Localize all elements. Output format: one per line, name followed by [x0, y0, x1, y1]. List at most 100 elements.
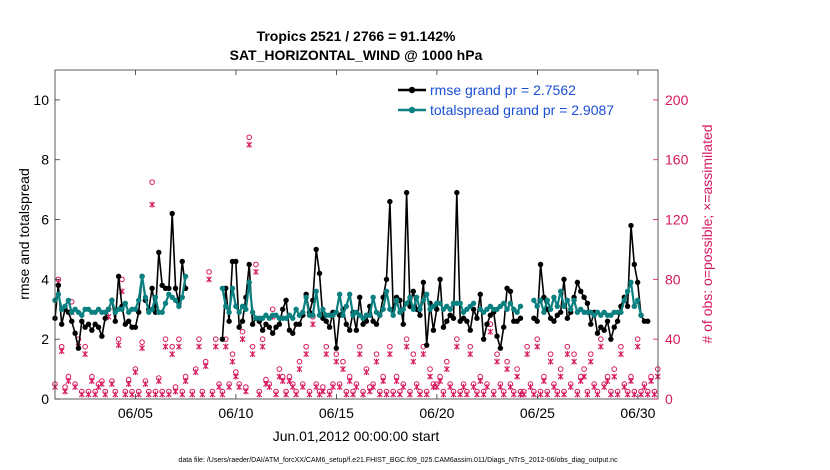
obs-assimilated-point: [196, 343, 202, 350]
totalspread-point: [621, 297, 627, 303]
x-axis: 06/05 06/10 06/15 06/20 06/25 06/30: [118, 70, 656, 421]
obs-assimilated-point: [232, 373, 239, 380]
totalspread-point: [470, 300, 477, 306]
obs-possible-point: [139, 339, 145, 345]
obs-assimilated-point: [293, 391, 299, 398]
totalspread-point: [55, 291, 62, 298]
obs-assimilated-point: [340, 366, 346, 373]
x-axis-label: Jun.01,2012 00:00:00 start: [273, 428, 440, 444]
rmse-point: [99, 333, 105, 339]
obs-assimilated-point: [581, 373, 587, 380]
obs-assimilated-point: [463, 391, 470, 398]
totalspread-point: [109, 297, 115, 303]
obs-assimilated-point: [239, 336, 246, 343]
obs-assimilated-point: [474, 391, 480, 398]
rmse-point: [477, 291, 483, 298]
obs-assimilated-point: [447, 384, 454, 391]
totalspread-point: [554, 303, 560, 309]
obs-assimilated-point: [470, 384, 477, 391]
obs-possible-point: [524, 343, 530, 350]
obs-assimilated-point: [286, 378, 293, 385]
obs-assimilated-point: [159, 391, 166, 398]
totalspread-point: [437, 300, 443, 306]
totalspread-point: [320, 306, 326, 312]
obs-assimilated-point: [112, 391, 119, 398]
rmse-point: [115, 273, 122, 280]
totalspread-point: [571, 297, 577, 303]
totalspread-point: [132, 306, 139, 312]
rmse-point: [69, 318, 75, 324]
totalspread-point: [370, 294, 376, 301]
totalspread-point: [413, 294, 420, 301]
totalspread-point: [333, 309, 339, 315]
obs-assimilated-point: [363, 369, 370, 376]
obs-assimilated-point: [597, 343, 604, 350]
obs-assimilated-point: [279, 378, 286, 385]
rmse-point: [417, 312, 423, 318]
obs-assimilated-point: [149, 201, 155, 208]
obs-assimilated-point: [162, 343, 169, 350]
obs-assimilated-point: [172, 388, 179, 395]
legend-spread-marker: [408, 106, 416, 114]
obs-assimilated-point: [427, 373, 433, 380]
totalspread-point: [407, 294, 413, 301]
rmse-point: [283, 297, 289, 303]
obs-assimilated-point: [98, 381, 105, 388]
obs-assimilated-point: [614, 391, 621, 398]
obs-assimilated-point: [480, 391, 487, 398]
obs-assimilated-point: [631, 391, 638, 398]
obs-assimilated-point: [62, 388, 68, 395]
y-axis-left: 0 2 4 6 8 10: [33, 92, 60, 407]
obs-assimilated-point: [206, 276, 212, 283]
totalspread-point: [634, 297, 641, 303]
y-right-tick-label: 200: [665, 92, 689, 108]
obs-assimilated-point: [276, 373, 283, 380]
rmse-point: [387, 198, 393, 205]
obs-assimilated-point: [333, 358, 340, 365]
obs-assimilated-point: [326, 391, 333, 398]
plot-frame: [54, 69, 659, 400]
rmse-point: [594, 330, 601, 336]
obs-assimilated-point: [145, 391, 152, 398]
obs-assimilated-point: [289, 384, 296, 391]
rmse-point: [430, 327, 437, 333]
rmse-point: [102, 315, 108, 321]
obs-assimilated-point: [494, 358, 500, 365]
obs-assimilated-point: [256, 391, 263, 398]
obs-assimilated-point: [407, 391, 413, 398]
rmse-point: [219, 336, 226, 342]
rmse-point: [357, 294, 363, 301]
obs-assimilated-point: [139, 345, 145, 352]
rmse-point: [156, 249, 162, 256]
obs-assimilated-point: [403, 343, 410, 350]
obs-assimilated-point: [500, 391, 507, 398]
totalspread-point: [424, 291, 430, 298]
obs-assimilated-point: [571, 358, 577, 365]
obs-assimilated-point: [417, 391, 423, 398]
rmse-point: [112, 318, 118, 324]
obs-possible-point: [356, 343, 363, 350]
obs-assimilated-point: [350, 391, 356, 398]
totalspread-point: [387, 306, 393, 312]
rmse-point: [467, 327, 473, 333]
obs-possible-point: [229, 351, 236, 357]
obs-possible-point: [162, 336, 169, 342]
obs-assimilated-point: [604, 378, 611, 385]
obs-assimilated-point: [393, 378, 400, 385]
obs-assimilated-point: [85, 391, 92, 398]
obs-assimilated-point: [360, 391, 366, 398]
obs-assimilated-point: [510, 391, 517, 398]
rmse-point: [624, 303, 631, 309]
obs-possible-point: [494, 351, 500, 357]
totalspread-point: [390, 312, 396, 318]
rmse-point: [233, 258, 239, 265]
rmse-point: [501, 324, 507, 330]
obs-assimilated-point: [115, 342, 122, 349]
obs-possible-point: [403, 336, 410, 342]
rmse-point: [326, 324, 333, 330]
obs-assimilated-point: [490, 391, 497, 398]
rmse-point: [480, 336, 487, 342]
obs-assimilated-point: [541, 378, 547, 385]
plot-area: [52, 134, 661, 398]
rmse-point: [484, 321, 490, 327]
